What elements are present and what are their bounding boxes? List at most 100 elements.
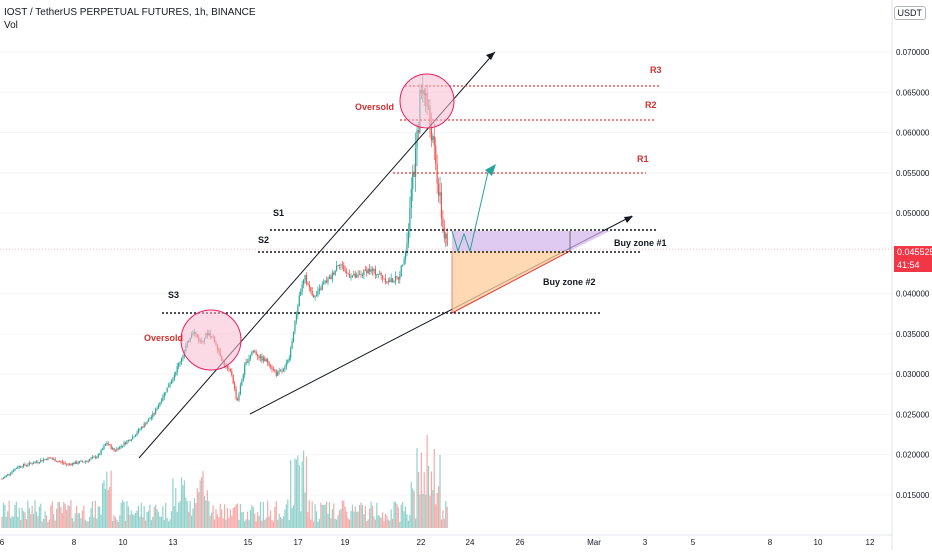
volume-bar [172, 478, 174, 528]
volume-bar [346, 511, 348, 528]
volume-bar [129, 514, 131, 528]
candle-body [328, 276, 331, 279]
volume-bar [446, 506, 448, 528]
oversold-label-bottom: Oversold [144, 333, 183, 343]
volume-bar [106, 471, 108, 528]
volume-bar [281, 518, 283, 528]
time-tick-label: 26 [516, 538, 525, 547]
candle-body [298, 295, 300, 307]
volume-bar [111, 520, 114, 528]
volume-bar [317, 521, 319, 528]
candle-body [21, 466, 23, 468]
candle-body [393, 281, 395, 283]
volume-bar [199, 480, 201, 528]
candle-body [336, 265, 338, 271]
candle-body [366, 270, 368, 274]
volume-bar [160, 516, 163, 528]
candle-body [30, 462, 32, 464]
candle-body [12, 470, 15, 472]
candle-body [344, 270, 346, 272]
time-tick-label: 10 [814, 538, 823, 547]
candle-body [96, 456, 98, 458]
buy-zone-1-label: Buy zone #1 [614, 238, 667, 248]
candle-body [374, 268, 376, 275]
candle-body [167, 386, 170, 388]
candle-body [35, 461, 38, 463]
volume-bar [409, 514, 411, 528]
candle-body [32, 463, 35, 465]
candle-body [330, 276, 332, 280]
candle-layer [1, 74, 448, 480]
candle-body [235, 388, 237, 399]
volume-bar [396, 504, 398, 528]
price-tick-label: 0.065000 [896, 88, 930, 97]
volume-bar [222, 518, 224, 528]
currency-badge[interactable]: USDT [893, 6, 926, 20]
volume-bar [226, 507, 229, 528]
volume-bar [86, 521, 88, 528]
volume-bar [364, 506, 366, 528]
candle-body [415, 148, 417, 178]
candle-body [117, 448, 119, 450]
candle-body [231, 371, 233, 375]
price-tick-label: 0.020000 [896, 451, 930, 460]
candle-body [43, 459, 45, 461]
volume-bar [357, 511, 359, 528]
volume-bar [344, 506, 346, 528]
candle-body [436, 163, 438, 184]
volume-bar [264, 519, 266, 528]
candle-body [274, 369, 276, 372]
volume-bar [400, 504, 402, 528]
candle-body [389, 280, 391, 282]
volume-bar [245, 519, 247, 528]
volume-bar [254, 513, 256, 528]
volume-bar [201, 477, 203, 528]
volume-bar [236, 503, 239, 528]
volume-bar [302, 450, 305, 528]
candle-body [120, 445, 122, 447]
candle-body [146, 421, 148, 425]
volume-bar [376, 502, 378, 528]
price-tick-label: 0.015000 [896, 491, 930, 500]
candle-body [176, 366, 178, 373]
candle-body [179, 362, 181, 364]
volume-layer [1, 434, 448, 528]
candle-body [381, 275, 384, 279]
volume-bar [83, 505, 85, 528]
volume-bar [387, 519, 389, 528]
volume-bar [93, 517, 95, 528]
volume-bar [311, 501, 313, 528]
volume-bar [38, 506, 40, 528]
candle-body [116, 448, 118, 451]
candle-body [71, 463, 73, 465]
candle-body [258, 356, 260, 359]
volume-bar [1, 516, 3, 528]
volume-bar [189, 501, 191, 528]
candle-body [350, 276, 352, 278]
candle-body [172, 378, 174, 381]
volume-bar [297, 455, 299, 528]
volume-bar [333, 503, 335, 528]
volume-bar [231, 515, 233, 528]
candle-body [48, 457, 50, 459]
candle-body [91, 457, 94, 459]
time-tick-label: 22 [417, 538, 426, 547]
candle-body [81, 460, 84, 462]
volume-bar [290, 460, 292, 528]
oversold-circle-top [399, 73, 455, 129]
candle-body [134, 435, 137, 437]
volume-bar [89, 516, 91, 528]
volume-bar [205, 500, 207, 528]
volume-bar [280, 517, 282, 528]
volume-bar [402, 501, 404, 528]
volume-bar [248, 519, 250, 528]
volume-bar [443, 518, 445, 528]
upper-trendline-arrowhead [486, 52, 495, 60]
volume-bar [103, 480, 105, 528]
candle-body [114, 450, 117, 452]
price-axis-bg [892, 0, 932, 550]
candle-body [104, 444, 106, 446]
candle-body [439, 192, 441, 196]
